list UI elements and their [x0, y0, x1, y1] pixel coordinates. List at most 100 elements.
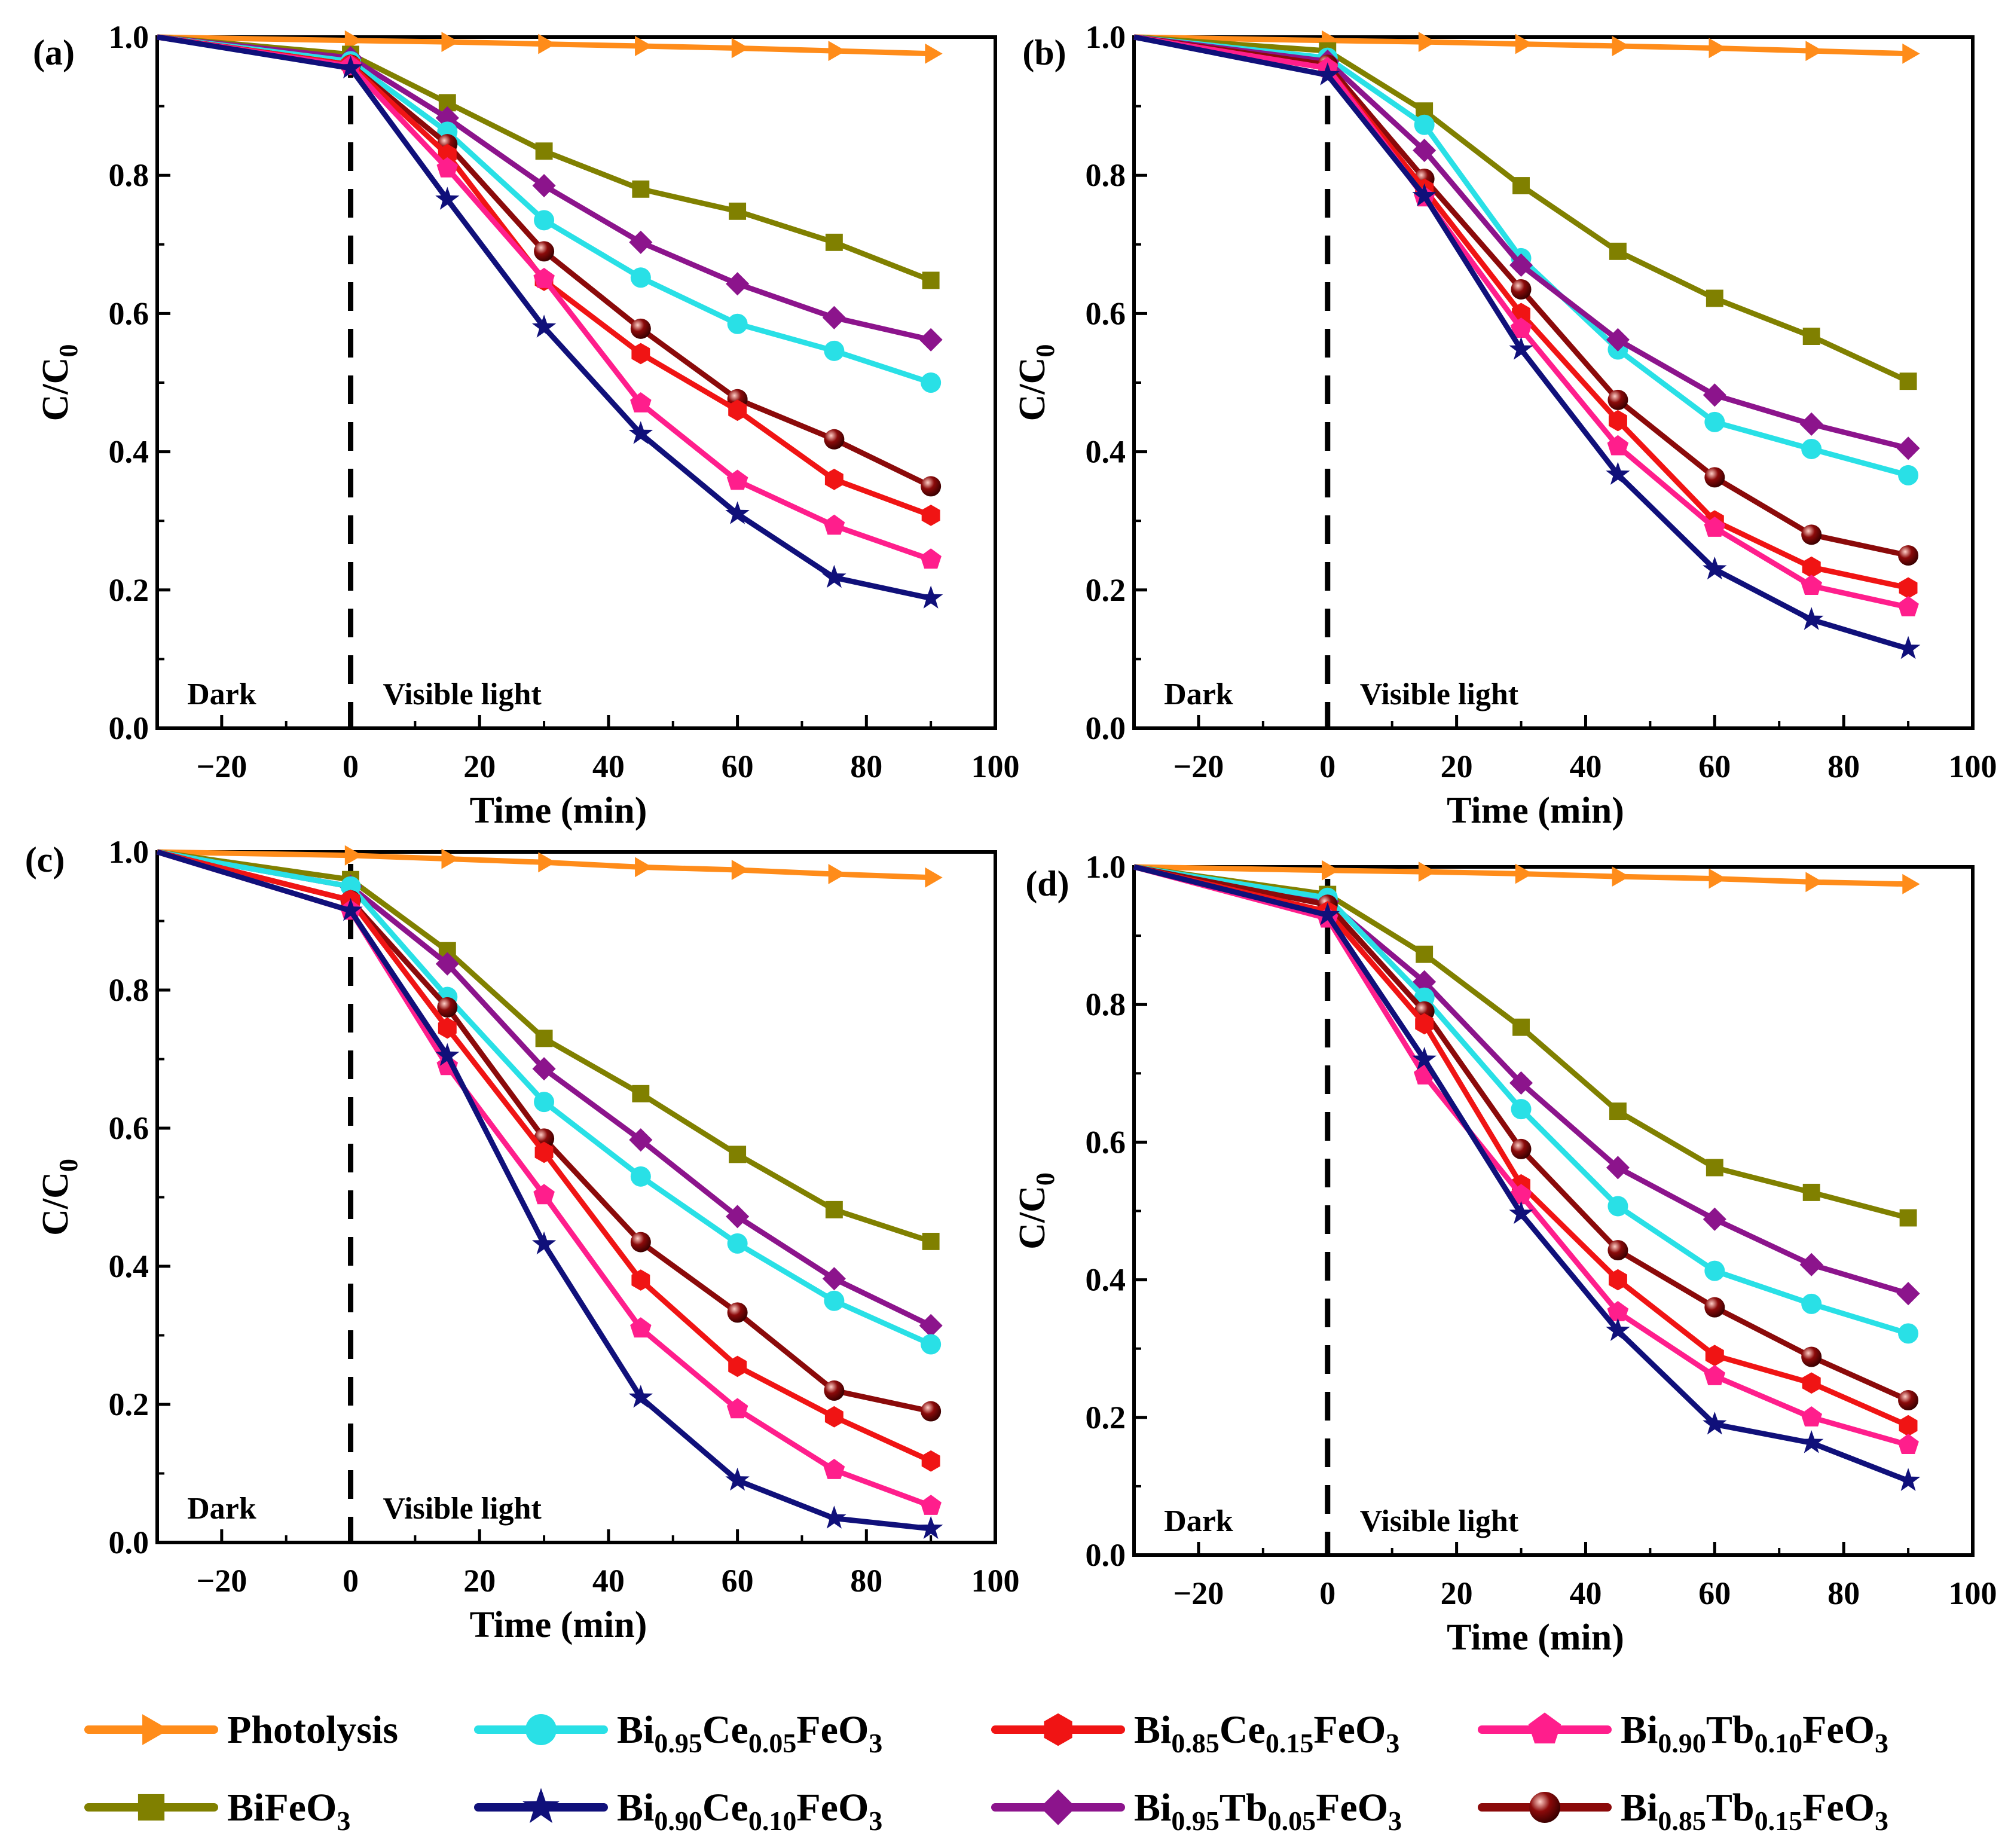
data-point [1802, 1183, 1820, 1201]
light-region-label: Visible light [383, 1492, 542, 1526]
data-point [726, 1398, 748, 1419]
x-tick-label: 100 [971, 749, 1020, 784]
legend-label: Bi0.95Ce0.05FeO3 [617, 1708, 882, 1758]
y-tick-label: 0.6 [1086, 1124, 1126, 1160]
data-point [441, 848, 459, 869]
panel-b: −20 0 20 40 60 80 100 0.0 0.2 0.4 0.6 0.8 1.0 Time (m… [1012, 19, 1997, 831]
data-point [1322, 860, 1340, 881]
y-tick-label: 0.0 [109, 1525, 149, 1560]
data-point [1704, 517, 1726, 537]
legend-label-part: Tb [1220, 1786, 1268, 1829]
legend-label-part: 0.10 [748, 1806, 797, 1836]
y-axis-title-main: C/C [35, 358, 76, 421]
data-point [1802, 328, 1820, 345]
legend-label: Photolysis [227, 1708, 398, 1752]
y-tick-label: 1.0 [1086, 19, 1126, 55]
series-tb005 [1133, 34, 1920, 460]
y-tick-label: 1.0 [1086, 849, 1126, 885]
data-point [1706, 1159, 1723, 1177]
data-point [1607, 1196, 1628, 1217]
series-line [157, 849, 933, 1347]
data-point [1709, 38, 1726, 59]
data-point [822, 306, 846, 329]
series-line [157, 34, 932, 601]
legend-label: Bi0.95Tb0.05FeO3 [1134, 1786, 1402, 1836]
data-point [1899, 577, 1918, 599]
data-point [824, 1406, 843, 1428]
data-point [631, 1269, 650, 1291]
legend-label-part: 0.85 [1658, 1806, 1706, 1836]
x-tick-label: 80 [850, 1563, 882, 1599]
data-point [822, 1505, 846, 1529]
dark-region-label: Dark [1164, 1504, 1233, 1538]
series-tb010 [1133, 864, 1919, 1454]
data-point [1413, 970, 1437, 994]
data-point [630, 318, 651, 339]
data-point [1799, 412, 1823, 436]
data-point [628, 421, 653, 444]
x-tick-label: 100 [1949, 1575, 1997, 1611]
series-line [1133, 864, 1909, 1221]
data-point [922, 271, 940, 289]
data-point [824, 429, 845, 450]
series-tb015 [1133, 864, 1919, 1411]
legend-label-part: Bi [1134, 1786, 1171, 1829]
data-point [532, 174, 556, 198]
legend-label-part: 3 [1388, 1806, 1402, 1836]
data-point [630, 1232, 651, 1253]
data-point [632, 1085, 650, 1102]
x-axis-title: Time (min) [470, 1605, 647, 1645]
data-point [1703, 383, 1726, 407]
plot-frame [155, 35, 997, 730]
data-point [631, 343, 650, 365]
legend-label: Bi0.85Tb0.15FeO3 [1621, 1786, 1888, 1836]
data-point [1799, 1253, 1823, 1276]
legend-item-ce010: Bi0.90Ce0.10FeO3 [474, 1786, 882, 1836]
series-bifeo3 [1133, 34, 1917, 390]
y-axis-title-main: C/C [1012, 358, 1053, 421]
x-axis-title: Time (min) [1447, 790, 1624, 831]
data-point [725, 1467, 750, 1491]
legend-label: Bi0.85Ce0.15FeO3 [1134, 1708, 1399, 1758]
x-tick-label: 0 [1319, 749, 1335, 784]
series-tb015 [157, 34, 942, 497]
data-point [1412, 1047, 1437, 1070]
data-point [1511, 279, 1532, 300]
y-tick-label: 0.6 [109, 1110, 149, 1146]
y-axis-title: C/C0 [1012, 1172, 1060, 1250]
x-tick-label: 20 [1441, 1575, 1473, 1611]
data-point [630, 392, 652, 413]
legend-item-ce015: Bi0.85Ce0.15FeO3 [991, 1708, 1399, 1758]
legend-label-part: 0.05 [748, 1728, 797, 1758]
y-tick-label: 0.4 [1086, 434, 1126, 470]
data-point [1511, 1138, 1532, 1159]
legend-label-part: 0.95 [654, 1728, 702, 1758]
series-photolysis [1133, 860, 1920, 894]
data-point [1606, 462, 1630, 485]
series-tb010 [157, 34, 942, 569]
data-point [1899, 372, 1917, 390]
data-point [828, 41, 846, 62]
series-line [1133, 34, 1909, 558]
data-point [635, 36, 653, 56]
series-line [157, 849, 932, 1244]
legend-label-part: FeO [1313, 1708, 1386, 1752]
x-tick-label: 40 [1569, 749, 1602, 784]
data-point [1515, 33, 1533, 54]
series-tb010 [156, 849, 942, 1515]
data-point [635, 857, 653, 878]
data-point [630, 1317, 652, 1338]
series-line [156, 849, 933, 1464]
legend-label-part: Photolysis [227, 1708, 398, 1752]
y-axis-title: C/C0 [35, 344, 83, 421]
data-point [920, 548, 942, 569]
y-tick-label: 0.4 [1086, 1262, 1126, 1298]
series-bifeo3 [1133, 864, 1917, 1227]
series-line [157, 34, 932, 343]
data-point [822, 564, 846, 588]
data-point [532, 1057, 556, 1081]
data-point [920, 1495, 942, 1515]
series-line [1133, 34, 1909, 384]
legend-label-part: 3 [869, 1806, 882, 1836]
